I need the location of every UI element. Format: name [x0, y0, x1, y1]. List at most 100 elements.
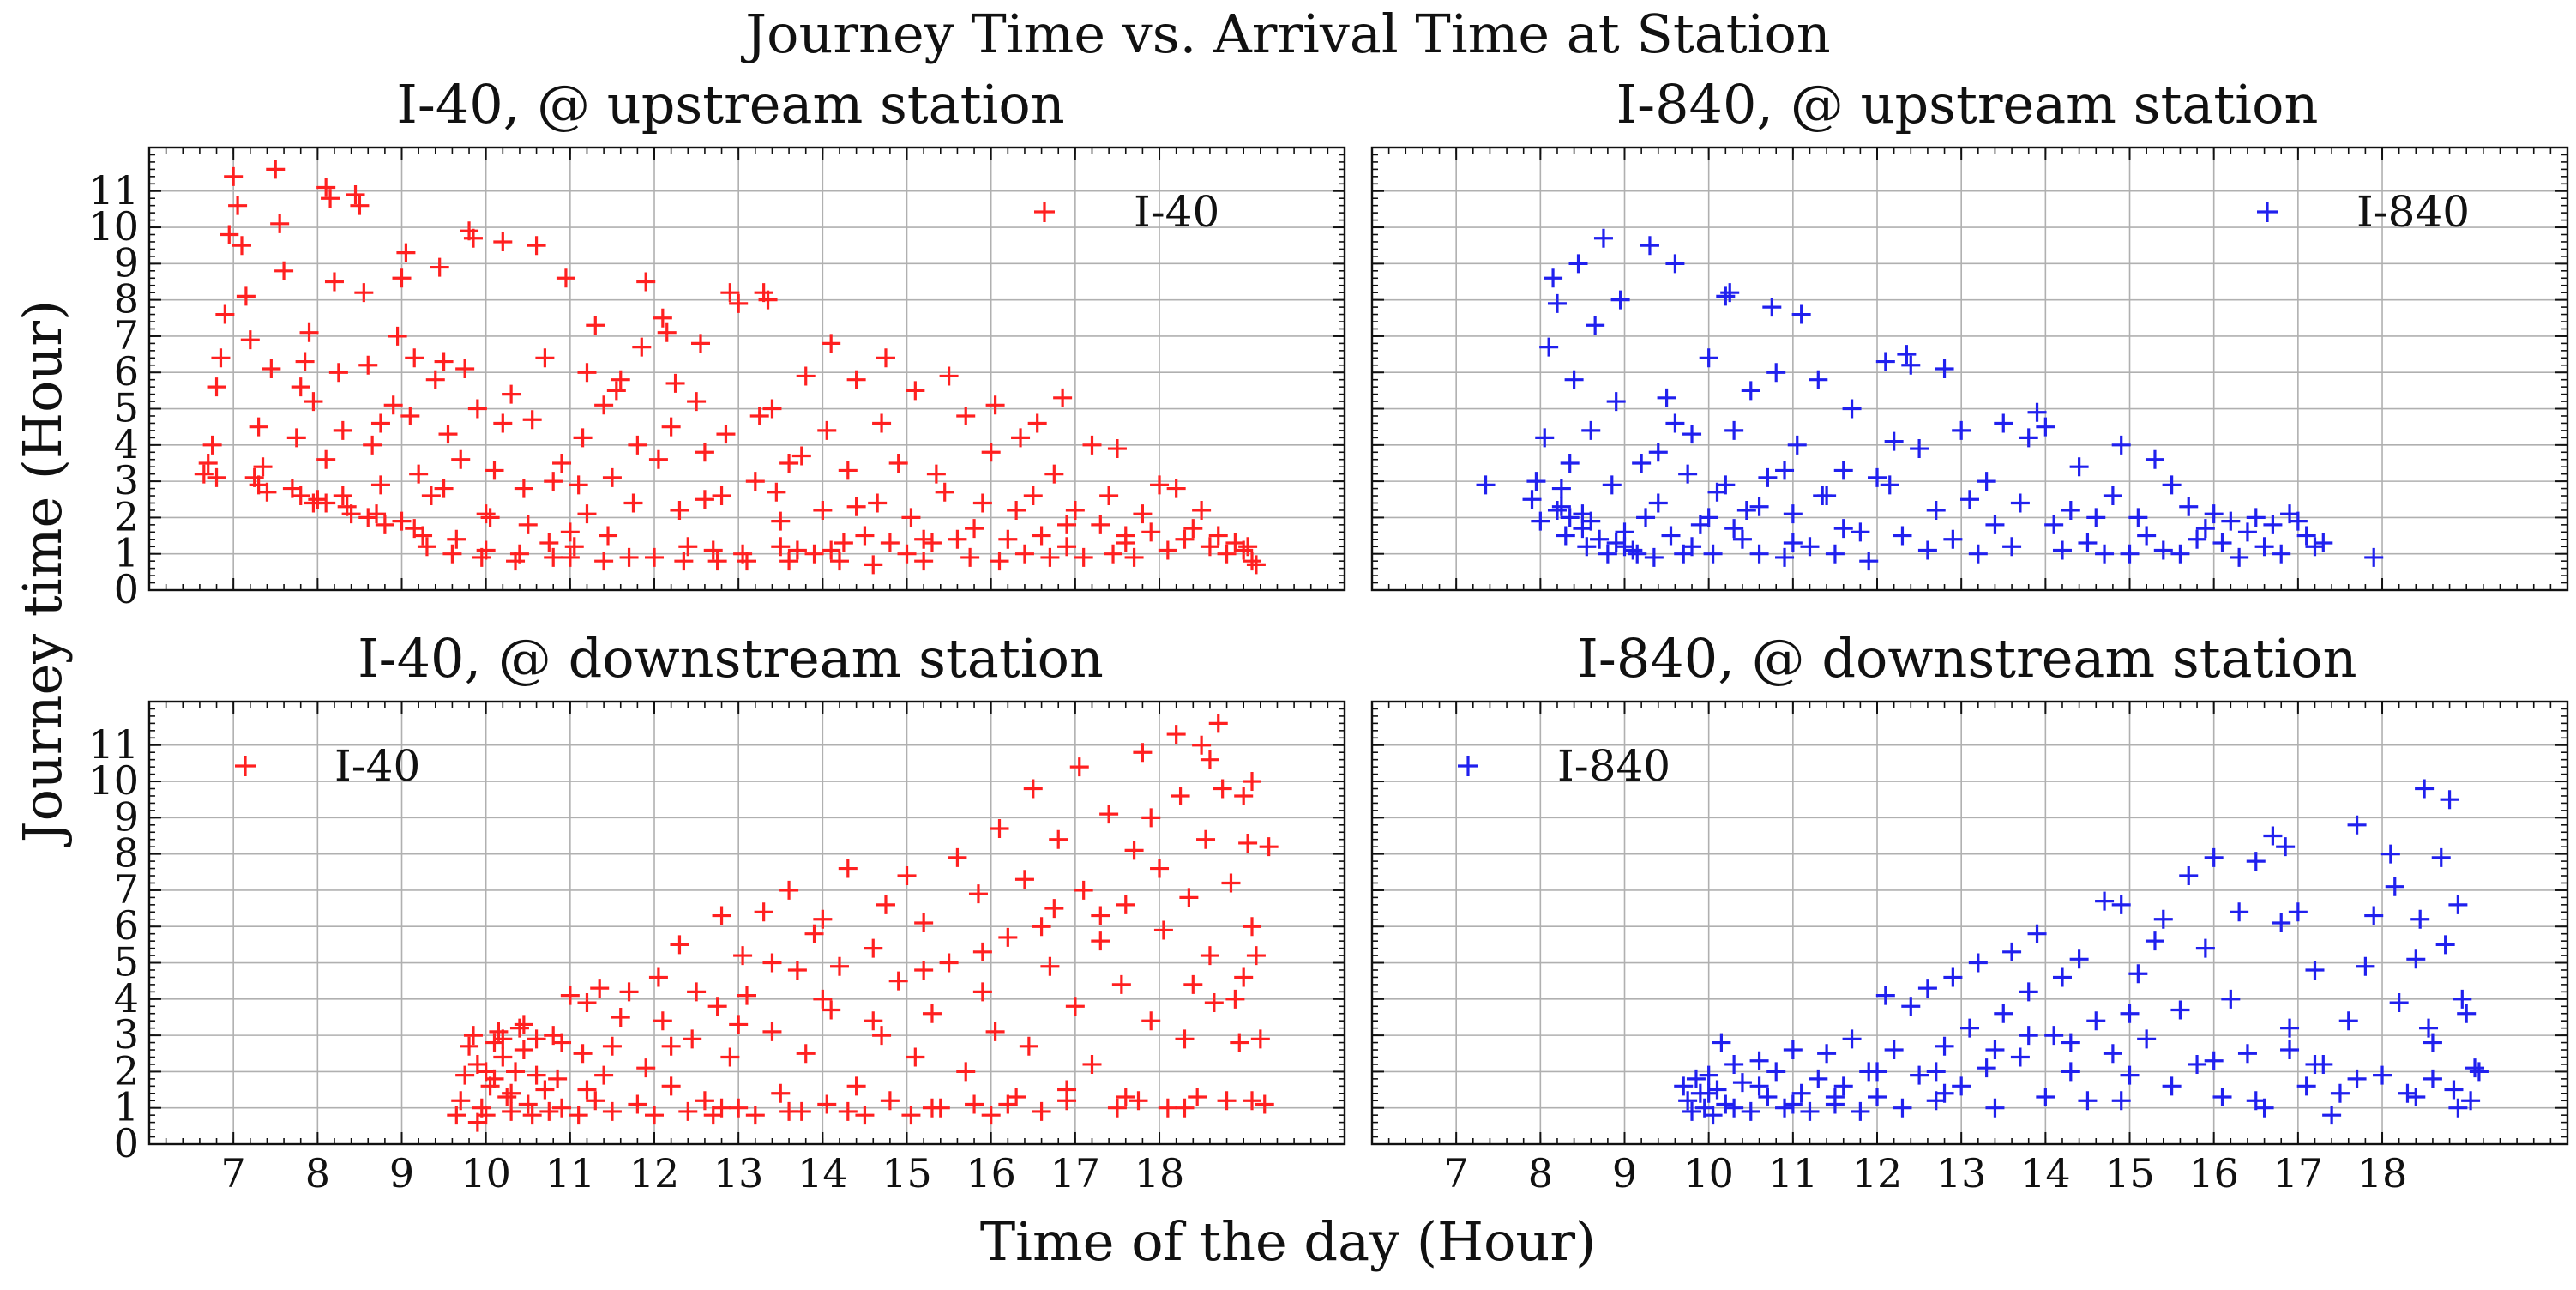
legend-label: I-840: [1557, 741, 1670, 791]
data-point: [253, 457, 273, 477]
data-point: [392, 268, 412, 288]
data-point: [577, 1080, 597, 1100]
data-point: [703, 540, 723, 560]
data-point: [2044, 515, 2064, 534]
data-point: [232, 236, 251, 256]
data-point: [2406, 949, 2426, 969]
legend: I-840: [2257, 187, 2470, 237]
data-point: [463, 1026, 483, 1046]
data-point: [1994, 413, 2013, 433]
data-point: [712, 486, 731, 506]
data-point: [2280, 1018, 2300, 1038]
data-point: [729, 1015, 749, 1034]
data-point: [737, 552, 756, 571]
data-point: [1632, 453, 1652, 473]
data-point: [1749, 1051, 1769, 1070]
data-point: [2419, 1018, 2439, 1038]
data-point: [1019, 1036, 1038, 1056]
data-point: [2188, 1054, 2207, 1074]
y-tick-label: 3: [114, 1011, 139, 1058]
y-tick-label: 0: [114, 1120, 139, 1166]
data-point: [1968, 544, 1988, 564]
data-point: [897, 866, 917, 886]
data-point: [1107, 1098, 1127, 1118]
data-point: [1023, 779, 1043, 799]
data-point: [1577, 537, 1597, 557]
data-point: [552, 1098, 572, 1118]
data-point: [2061, 1062, 2080, 1082]
data-point: [2276, 837, 2296, 857]
data-point: [1065, 997, 1085, 1016]
data-point: [224, 166, 244, 186]
panel-title-i840-upstream: I-840, @ upstream station: [1616, 73, 2319, 136]
data-point: [985, 1022, 1005, 1041]
data-point: [2230, 547, 2249, 567]
data-point: [564, 537, 584, 557]
data-point: [1686, 1069, 1706, 1088]
data-point: [1716, 286, 1736, 306]
data-point: [981, 443, 1001, 462]
data-point: [1204, 993, 1224, 1013]
data-point: [990, 552, 1009, 571]
data-point: [1732, 529, 1752, 549]
data-point: [2254, 537, 2274, 557]
data-point: [1124, 841, 1144, 860]
data-point: [1234, 968, 1254, 987]
data-point: [2170, 544, 2190, 564]
data-point: [914, 913, 934, 932]
x-tick-label: 17: [1050, 1150, 1101, 1197]
x-tick-label: 7: [1444, 1150, 1469, 1197]
data-point: [460, 1036, 479, 1056]
data-point: [1712, 1033, 1731, 1052]
panel-title-i840-downstream: I-840, @ downstream station: [1577, 627, 2357, 690]
data-point: [1640, 236, 1659, 256]
data-point: [2457, 1004, 2477, 1023]
data-point: [2078, 1091, 2098, 1111]
data-point: [749, 406, 769, 425]
data-point: [1868, 1088, 1887, 1107]
data-point: [1960, 490, 1979, 509]
data-point: [2305, 537, 2325, 557]
data-point: [1188, 1088, 1207, 1107]
data-point: [1133, 743, 1153, 763]
data-point: [1158, 540, 1177, 560]
data-point: [606, 381, 626, 401]
data-point: [2027, 402, 2047, 422]
data-point: [509, 1018, 529, 1038]
data-point: [328, 363, 348, 383]
data-point: [2263, 826, 2283, 846]
data-point: [985, 395, 1005, 415]
y-tick-label: 7: [114, 866, 139, 913]
data-point: [577, 993, 597, 1013]
data-point: [829, 552, 849, 571]
data-point: [846, 497, 866, 516]
data-point: [1952, 420, 1971, 440]
data-point: [1699, 1083, 1718, 1103]
data-point: [1535, 428, 1555, 448]
data-point: [922, 1004, 942, 1023]
axes-frame: [1370, 700, 2569, 1146]
data-point: [299, 322, 319, 342]
data-point: [1897, 345, 1917, 365]
data-point: [2305, 960, 2325, 980]
data-point: [1766, 363, 1786, 383]
data-point: [1665, 413, 1685, 433]
data-point: [2002, 942, 2022, 961]
data-point: [2272, 544, 2291, 564]
data-point: [1238, 833, 1258, 853]
legend-marker: [1458, 756, 1478, 776]
data-point: [2330, 1083, 2350, 1103]
data-point: [1943, 529, 1963, 549]
data-point: [1762, 298, 1782, 317]
data-point: [2212, 1088, 2232, 1107]
data-point: [1994, 1004, 2013, 1023]
data-point: [1699, 1065, 1718, 1085]
data-point: [383, 395, 403, 415]
data-point: [611, 370, 630, 389]
data-point: [678, 1101, 698, 1121]
data-point: [1917, 979, 1937, 998]
data-point: [872, 1026, 892, 1046]
data-point: [1817, 486, 1837, 506]
data-point: [762, 953, 782, 973]
data-point: [425, 370, 445, 389]
